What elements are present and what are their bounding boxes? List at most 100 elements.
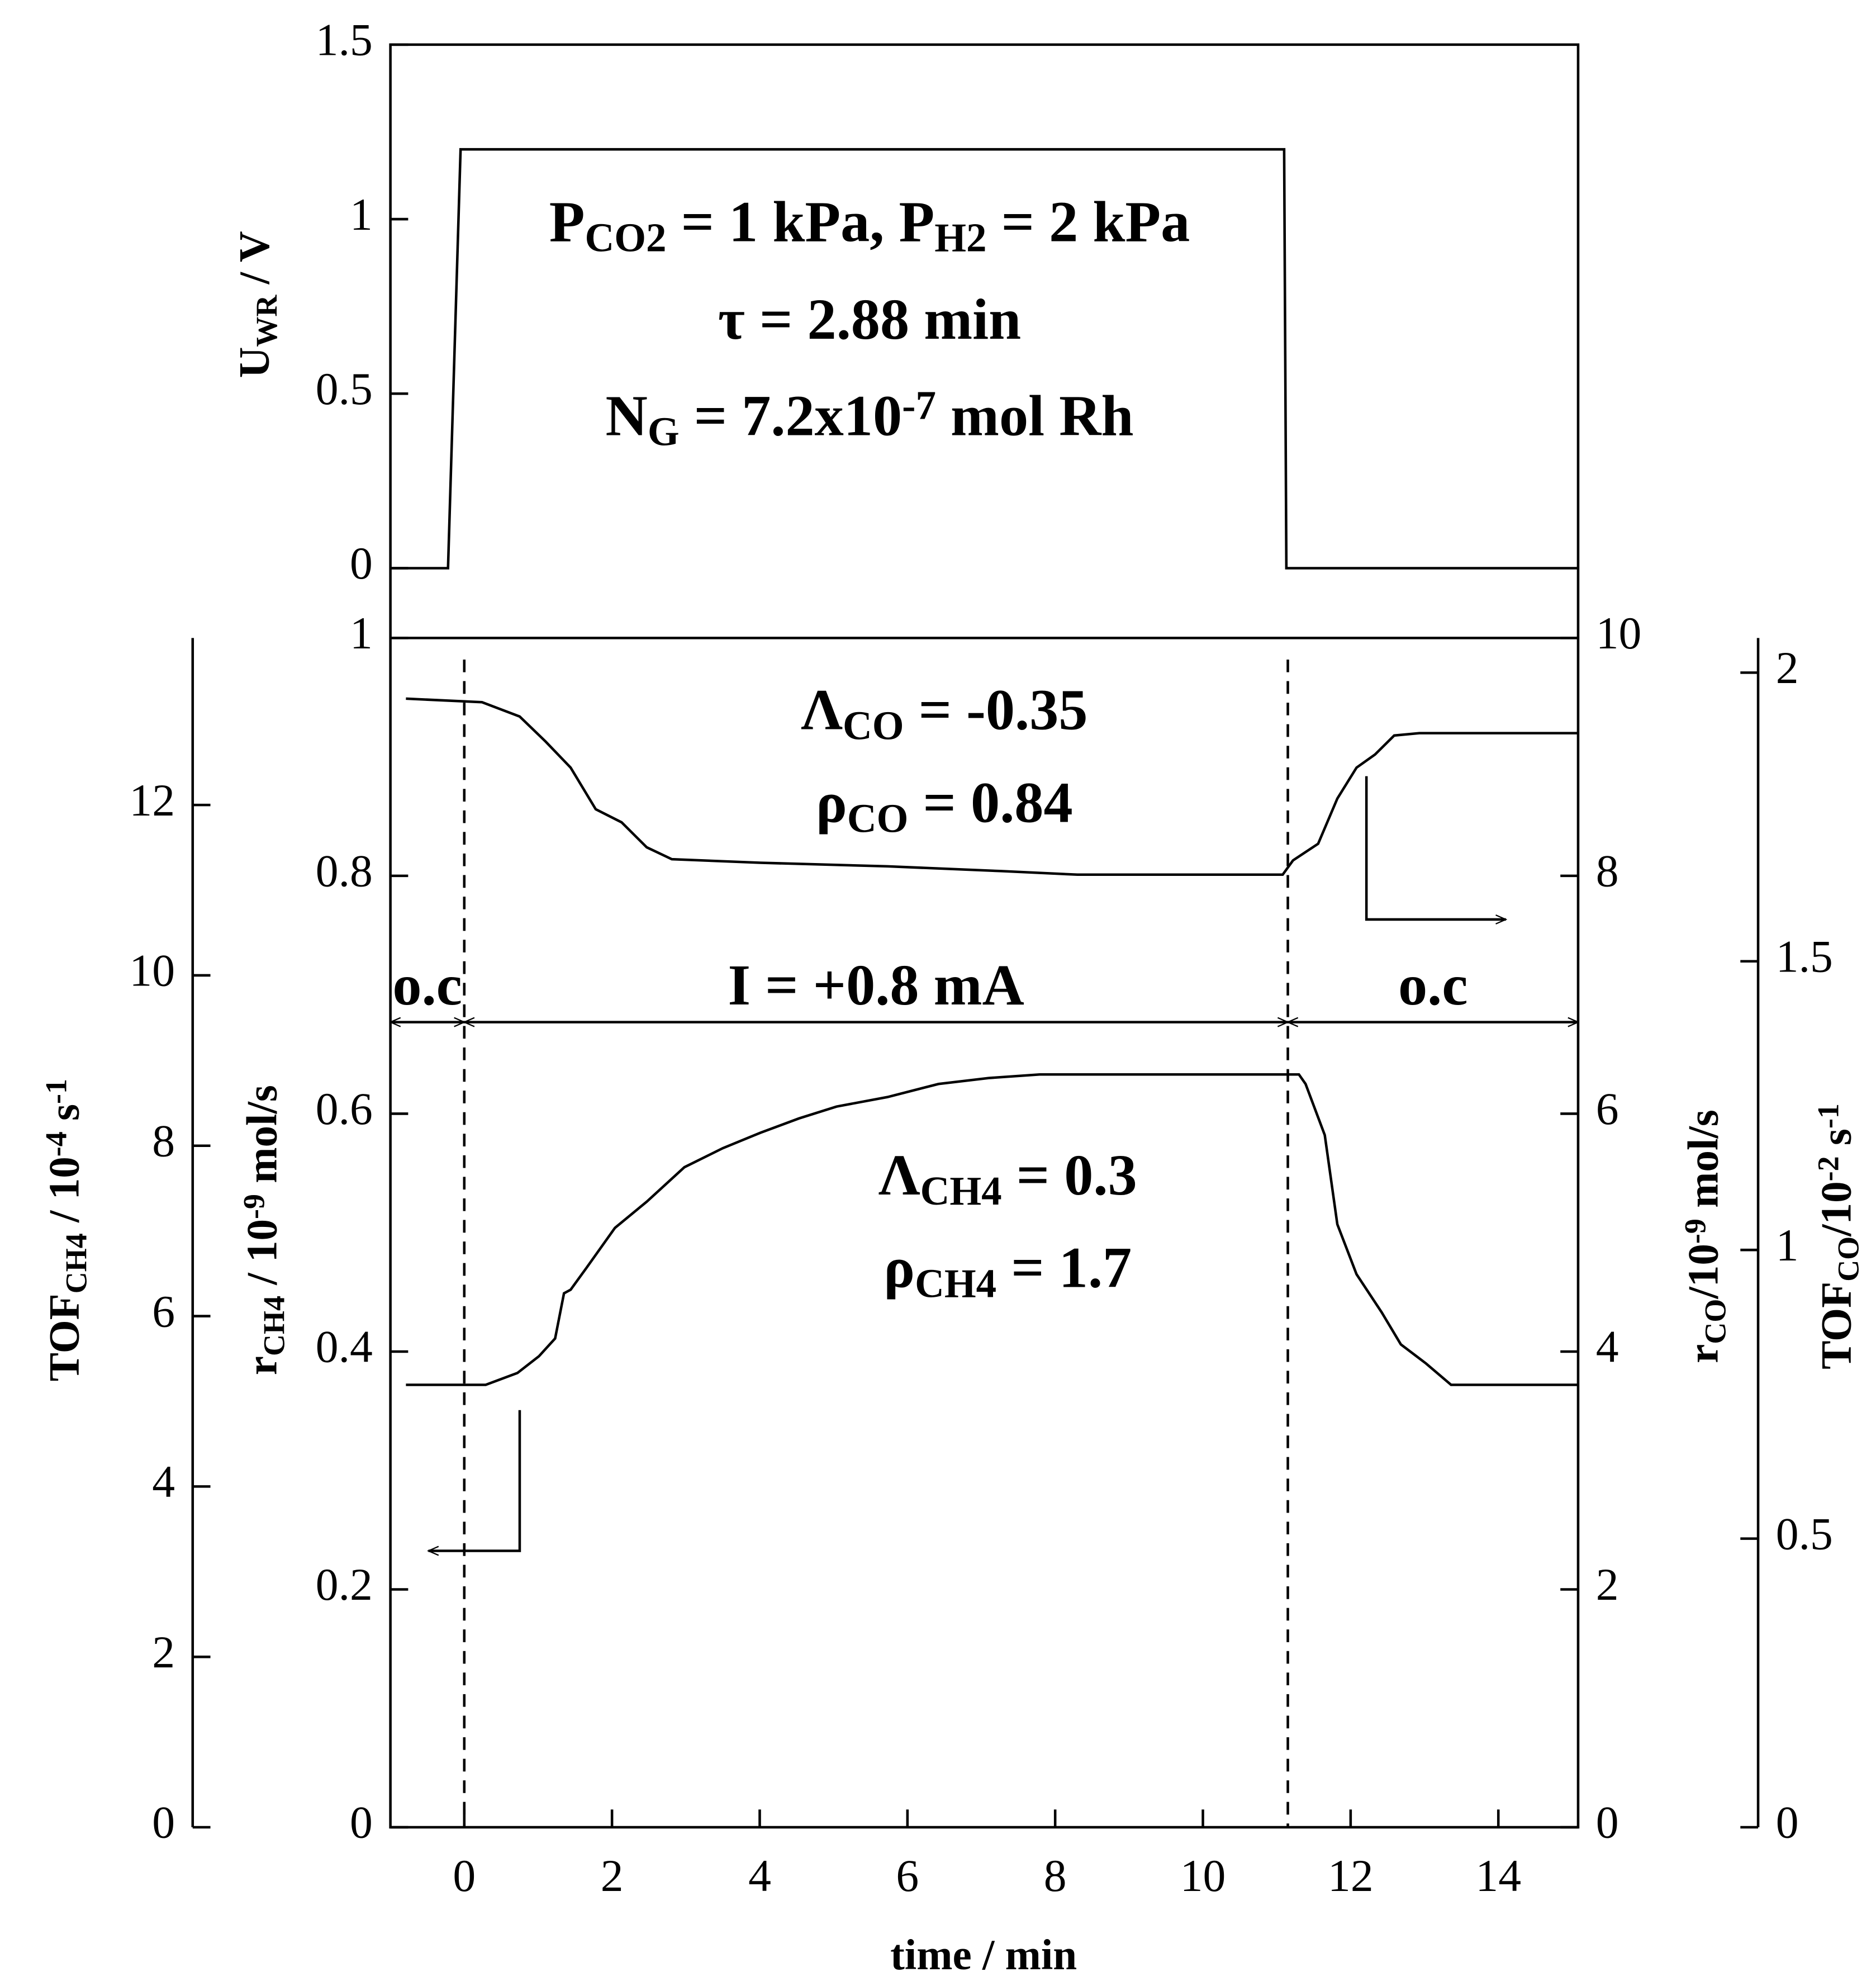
tick-label: 10 (1180, 1850, 1226, 1901)
subscript: WR (249, 295, 283, 347)
subscript: CO (1831, 1236, 1865, 1282)
text-run: / 10 (238, 1219, 286, 1296)
subscript: G (648, 409, 680, 454)
subscript: CO (847, 796, 909, 841)
span-label: I = +0.8 mA (728, 952, 1024, 1017)
annotation: ρCH4 = 1.7 (884, 1235, 1132, 1306)
text-run: N (605, 383, 647, 448)
tick-label: 1 (350, 608, 373, 658)
subscript: CH4 (920, 1168, 1002, 1214)
subscript: CH4 (915, 1261, 996, 1306)
annotation: ρCO = 0.84 (816, 770, 1073, 841)
text-run: mol/s (238, 1085, 286, 1194)
y2-axis-label: rCO/10-9 mol/s (1679, 1110, 1732, 1363)
tick-label: 10 (1596, 608, 1642, 658)
tick-label: 14 (1475, 1850, 1521, 1901)
tick-label: 0.2 (316, 1559, 373, 1610)
tick-label: 0.6 (316, 1083, 373, 1134)
text-run: = 1.7 (996, 1235, 1132, 1300)
tick-label: 1.5 (1776, 931, 1833, 982)
subscript: CH4 (59, 1233, 93, 1293)
text-run: r (1679, 1344, 1727, 1363)
subscript: H2 (934, 215, 986, 260)
text-run: = 1 kPa, P (667, 189, 935, 254)
annotation: PCO2 = 1 kPa, PH2 = 2 kPa (549, 189, 1190, 260)
text-run: = 0.84 (908, 770, 1072, 835)
tick-label: 6 (152, 1286, 175, 1336)
data-line (406, 697, 1578, 876)
text-run: = 0.3 (1002, 1143, 1137, 1207)
tick-label: 8 (152, 1115, 175, 1166)
subscript: CO (1698, 1299, 1732, 1344)
superscript: -9 (1679, 1219, 1712, 1244)
superscript: -4 (40, 1131, 73, 1156)
annotation: ΛCH4 = 0.3 (878, 1143, 1137, 1214)
tick-label: 0 (152, 1797, 175, 1848)
text-run: /10 (1812, 1181, 1860, 1237)
data-line (406, 1073, 1578, 1386)
text-run: = -0.35 (904, 677, 1088, 742)
text-run: s (1812, 1129, 1860, 1156)
subscript: CO2 (585, 215, 666, 260)
tick-label: 12 (1328, 1850, 1374, 1901)
tick-label: 1.5 (316, 15, 373, 65)
text-run: r (238, 1356, 286, 1375)
annotation: NG = 7.2x10-7 mol Rh (605, 382, 1133, 454)
tick-label: 2 (1596, 1559, 1619, 1610)
text-run: /10 (1679, 1244, 1727, 1300)
tick-label: 8 (1596, 846, 1619, 897)
text-run: U (230, 347, 278, 378)
tick-label: 6 (896, 1850, 919, 1901)
annotation: τ = 2.88 min (718, 287, 1021, 352)
tick-label: 0 (1596, 1797, 1619, 1848)
annotation: ΛCO = -0.35 (801, 677, 1087, 748)
text-run: / 10 (40, 1156, 88, 1233)
y-axis-label: TOFCO/10-2 s-1 (1812, 1103, 1865, 1369)
superscript: -9 (238, 1194, 271, 1219)
superscript: -7 (902, 382, 936, 428)
text-run: ρ (816, 770, 847, 835)
text-run: mol/s (1679, 1110, 1727, 1219)
subscript: CH4 (257, 1296, 291, 1356)
tick-label: 8 (1044, 1850, 1067, 1901)
tick-label: 4 (152, 1456, 175, 1507)
y-axis-label: UWR / V (230, 231, 283, 378)
axis-pointer-arrow (1365, 776, 1506, 919)
text-run: mol Rh (936, 383, 1134, 448)
text-run: = 2 kPa (987, 189, 1190, 254)
text-run: TOF (1812, 1282, 1860, 1369)
text-run: = 7.2x10 (680, 383, 903, 448)
span-label: o.c (392, 952, 462, 1017)
tick-label: 0.8 (316, 846, 373, 897)
tick-label: 0.4 (316, 1321, 373, 1372)
span-label: o.c (1398, 952, 1468, 1017)
tick-label: 0 (453, 1850, 476, 1901)
text-run: ρ (884, 1235, 915, 1300)
tick-label: 4 (1596, 1321, 1619, 1372)
text-run: τ = 2.88 min (718, 287, 1021, 352)
y-axis-label: rCH4 / 10-9 mol/s (238, 1085, 291, 1375)
tick-label: 10 (129, 945, 175, 996)
text-run: / V (230, 231, 278, 295)
tick-label: 0 (1776, 1797, 1799, 1848)
tick-label: 0 (350, 1797, 373, 1848)
y-axis-label: TOFCH4 / 10-4 s-1 (40, 1079, 93, 1381)
axis-pointer-arrow (429, 1410, 521, 1551)
text-run: s (40, 1104, 88, 1131)
tick-label: 6 (1596, 1083, 1619, 1134)
text-run: P (549, 189, 585, 254)
superscript: -1 (1812, 1103, 1845, 1129)
superscript: -1 (40, 1079, 73, 1104)
subscript: CO (843, 703, 904, 748)
tick-label: 1 (350, 189, 373, 240)
tick-label: 1 (1776, 1220, 1799, 1271)
tick-label: 0 (350, 538, 373, 589)
tick-label: 4 (748, 1850, 771, 1901)
tick-label: 2 (152, 1627, 175, 1677)
superscript: -2 (1812, 1156, 1845, 1181)
tick-label: 2 (601, 1850, 624, 1901)
tick-label: 12 (129, 775, 175, 826)
tick-label: 0.5 (316, 363, 373, 414)
